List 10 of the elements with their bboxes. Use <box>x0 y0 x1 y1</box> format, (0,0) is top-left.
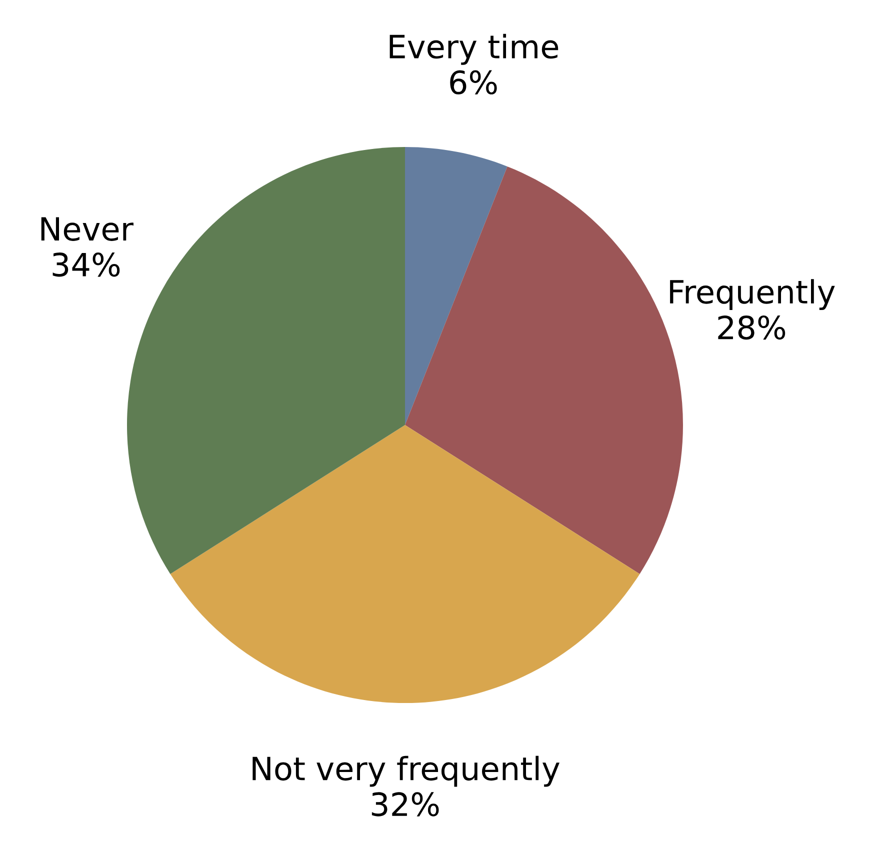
data-label: 34% <box>52 252 120 277</box>
pie-slice <box>405 147 508 425</box>
slice-label: Every time <box>390 34 558 65</box>
data-label: 28% <box>718 315 786 340</box>
data-label: 32% <box>372 792 439 816</box>
slice-label: Frequently <box>670 279 835 310</box>
pie-slice <box>170 425 640 703</box>
slice-label: Never <box>41 217 134 241</box>
data-label: 6% <box>450 70 497 94</box>
slice-label: Not very frequently <box>252 756 560 787</box>
